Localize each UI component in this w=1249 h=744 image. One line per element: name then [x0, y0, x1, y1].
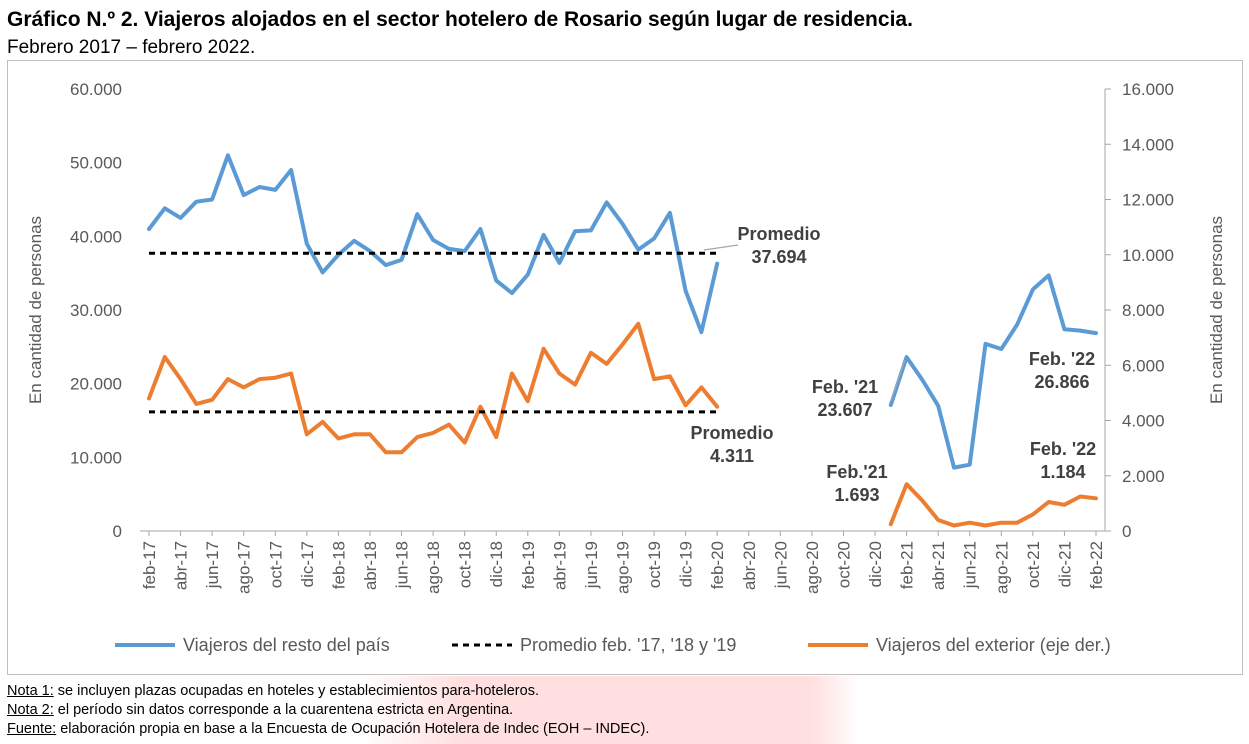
x-tick-label: abr-20: [740, 541, 759, 590]
x-tick-label: ago-21: [992, 541, 1011, 594]
x-tick-label: oct-17: [266, 541, 285, 588]
x-tick-label: dic-20: [866, 541, 885, 587]
annotation-leader: [703, 244, 739, 251]
annotation-label: Feb. '22: [1030, 439, 1096, 459]
source-text: elaboración propia en base a la Encuesta…: [56, 721, 650, 737]
right-tick-label: 10.000: [1122, 246, 1174, 265]
note-2-key: Nota 2:: [7, 702, 54, 718]
x-tick-label: dic-21: [1055, 541, 1074, 587]
right-tick-label: 8.000: [1122, 301, 1165, 320]
x-tick-label: ago-19: [614, 541, 633, 594]
x-tick-label: feb-22: [1087, 541, 1106, 589]
x-tick-label: feb-17: [140, 541, 159, 589]
left-tick-label: 30.000: [70, 301, 122, 320]
x-tick-label: dic-19: [677, 541, 696, 587]
annotation-label: 1.693: [834, 485, 879, 505]
note-2-text: el período sin datos corresponde a la cu…: [53, 702, 514, 718]
chart-subtitle: Febrero 2017 – febrero 2022.: [7, 37, 256, 58]
x-tick-label: ago-17: [235, 541, 254, 594]
series-line-0: [147, 153, 1098, 470]
x-tick-label: oct-19: [645, 541, 664, 588]
x-tick-label: abr-21: [929, 541, 948, 590]
x-tick-label: jun-17: [203, 541, 222, 589]
left-tick-label: 50.000: [70, 154, 122, 173]
source-key: Fuente:: [7, 721, 57, 737]
x-tick-label: feb-20: [708, 541, 727, 589]
legend-label: Viajeros del resto del país: [183, 635, 390, 655]
right-tick-label: 2.000: [1122, 467, 1165, 486]
left-tick-label: 20.000: [70, 375, 122, 394]
notes: Nota 1: se incluyen plazas ocupadas en h…: [7, 682, 649, 739]
x-tick-label: oct-20: [834, 541, 853, 588]
chart-frame: [7, 60, 1243, 675]
chart-title: Gráfico N.º 2. Viajeros alojados en el s…: [7, 8, 913, 31]
x-tick-label: dic-18: [487, 541, 506, 587]
x-tick-label: abr-19: [550, 541, 569, 590]
left-tick-label: 60.000: [70, 80, 122, 99]
x-tick-label: jun-18: [393, 541, 412, 589]
note-2: Nota 2: el período sin datos corresponde…: [7, 701, 649, 720]
annotation-label: Feb.'21: [826, 462, 887, 482]
note-source: Fuente: elaboración propia en base a la …: [7, 720, 649, 739]
x-tick-label: oct-21: [1024, 541, 1043, 588]
annotation-label: 23.607: [817, 400, 872, 420]
x-tick-label: feb-19: [519, 541, 538, 589]
left-tick-label: 0: [113, 522, 122, 541]
x-tick-label: ago-20: [803, 541, 822, 594]
right-tick-label: 14.000: [1122, 135, 1174, 154]
note-1: Nota 1: se incluyen plazas ocupadas en h…: [7, 682, 649, 701]
x-tick-label: feb-21: [898, 541, 917, 589]
x-tick-label: abr-17: [172, 541, 191, 590]
legend-label: Viajeros del exterior (eje der.): [876, 635, 1111, 655]
annotation-leader: [890, 359, 906, 402]
background-highlight: [360, 676, 860, 744]
annotation-label: 1.184: [1040, 462, 1085, 482]
legend-label: Promedio feb. '17, '18 y '19: [520, 635, 736, 655]
annotation-label: Promedio: [690, 423, 773, 443]
x-tick-label: abr-18: [361, 541, 380, 590]
left-tick-label: 10.000: [70, 448, 122, 467]
right-tick-label: 16.000: [1122, 80, 1174, 99]
left-tick-label: 40.000: [70, 227, 122, 246]
x-tick-label: feb-18: [329, 541, 348, 589]
annotation-label: 37.694: [751, 247, 806, 267]
x-tick-label: jun-19: [582, 541, 601, 589]
note-1-key: Nota 1:: [7, 683, 54, 699]
annotation-label: Feb. '22: [1029, 349, 1095, 369]
right-tick-label: 12.000: [1122, 191, 1174, 210]
annotation-label: Promedio: [737, 224, 820, 244]
x-tick-label: ago-18: [424, 541, 443, 594]
note-1-text: se incluyen plazas ocupadas en hoteles y…: [53, 683, 539, 699]
left-axis-title: En cantidad de personas: [26, 216, 45, 404]
annotation-label: 26.866: [1034, 372, 1089, 392]
annotation-label: Feb. '21: [812, 377, 878, 397]
right-tick-label: 4.000: [1122, 412, 1165, 431]
x-tick-label: jun-20: [771, 541, 790, 589]
right-tick-label: 0: [1122, 522, 1131, 541]
x-tick-label: jun-21: [961, 541, 980, 589]
right-tick-label: 6.000: [1122, 356, 1165, 375]
series-line-2: [147, 321, 1098, 528]
x-tick-label: oct-18: [456, 541, 475, 588]
annotation-label: 4.311: [710, 446, 754, 466]
x-tick-label: dic-17: [298, 541, 317, 587]
right-axis-title: En cantidad de personas: [1207, 216, 1226, 404]
